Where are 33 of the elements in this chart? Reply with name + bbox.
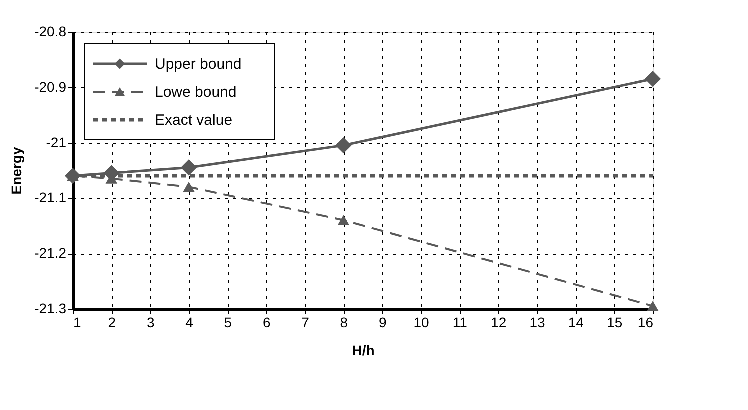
legend-label: Lowe bound: [155, 84, 237, 101]
x-tick-label: 15: [607, 314, 623, 330]
point: [183, 182, 195, 192]
x-tick-label: 16: [638, 314, 654, 330]
x-tick-label: 2: [108, 314, 116, 330]
y-tick-label: -21.3: [34, 300, 67, 316]
x-axis-title: H/h: [352, 342, 375, 358]
x-tick-label: 7: [302, 314, 310, 330]
y-tick-label: -21.2: [34, 245, 67, 262]
x-tick-label: 3: [146, 314, 155, 330]
x-tick-label: 6: [262, 314, 271, 330]
y-tick-label: -21: [46, 134, 67, 150]
x-tick-label: 13: [530, 314, 546, 330]
x-tick-label: 1: [74, 314, 82, 330]
x-tick-label: 14: [568, 314, 584, 330]
x-tick-label: 9: [378, 314, 387, 330]
x-tick-label: 4: [186, 314, 194, 330]
legend-label: Upper bound: [155, 56, 242, 73]
point: [644, 71, 662, 88]
legend-label: Exact value: [155, 112, 233, 129]
y-tick-label: -20.9: [34, 78, 67, 95]
y-tick-label: -20.8: [34, 24, 67, 40]
x-tick-label: 12: [491, 314, 507, 330]
x-tick-label: 8: [340, 314, 348, 330]
point: [338, 215, 350, 226]
point: [180, 160, 198, 176]
y-tick-label: -21.1: [34, 190, 67, 206]
x-tick-label: 5: [224, 314, 232, 330]
x-tick-label: 11: [452, 314, 468, 330]
point: [647, 301, 659, 312]
x-tick-label: 10: [414, 314, 430, 330]
y-axis-title: Energy: [8, 147, 25, 195]
point: [336, 138, 352, 154]
